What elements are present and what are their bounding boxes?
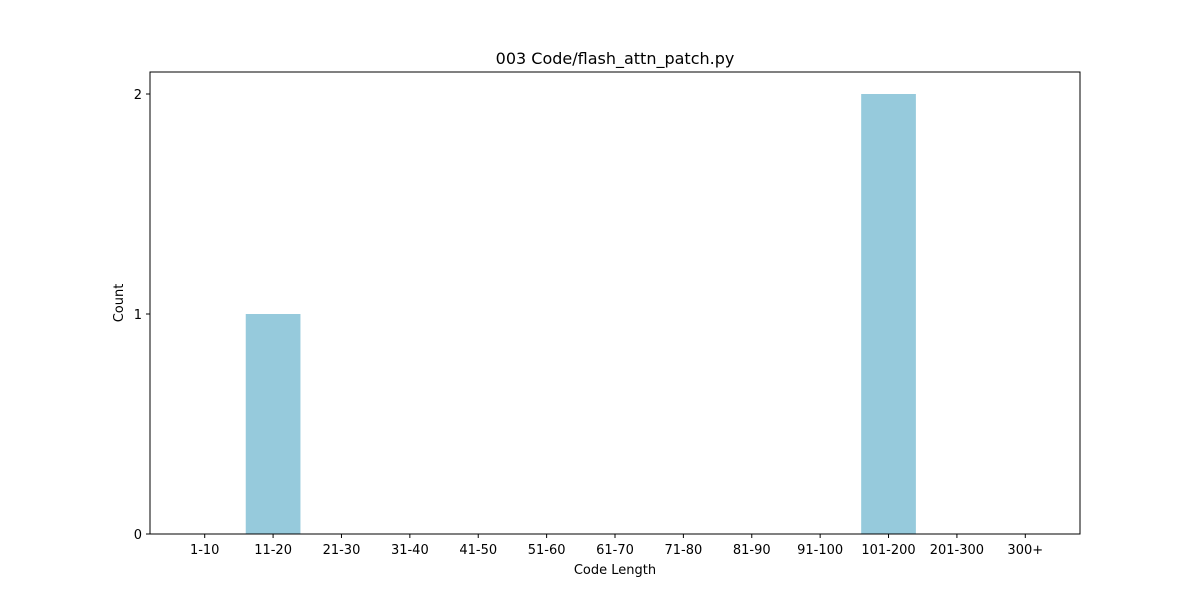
x-tick-label: 11-20 <box>254 543 292 558</box>
y-tick-label: 0 <box>134 528 142 543</box>
x-tick-label: 61-70 <box>596 543 634 558</box>
x-tick-label: 81-90 <box>733 543 771 558</box>
x-tick-label: 91-100 <box>797 543 843 558</box>
x-tick-label: 41-50 <box>459 543 497 558</box>
plot-area-frame <box>149 71 1081 535</box>
bars-layer <box>245 94 916 534</box>
bar-11-20 <box>245 314 301 534</box>
x-tick-label: 51-60 <box>528 543 566 558</box>
x-tick-label: 71-80 <box>664 543 702 558</box>
y-tick-label: 1 <box>134 308 142 323</box>
y-axis-ticks: 0 1 2 <box>134 88 150 543</box>
y-tick-label: 2 <box>134 88 142 103</box>
x-tick-label: 300+ <box>1007 543 1043 558</box>
bar-101-200 <box>861 94 916 534</box>
x-tick-label: 1-10 <box>190 543 220 558</box>
x-tick-label: 201-300 <box>930 543 984 558</box>
x-tick-label: 101-200 <box>861 543 915 558</box>
x-axis-ticks: 1-10 11-20 21-30 31-40 41-50 51-60 61-70 71-80 8… <box>190 534 1043 558</box>
x-tick-label: 31-40 <box>391 543 429 558</box>
y-axis-label: Count <box>112 284 127 323</box>
chart-title: 003 Code/flash_attn_patch.py <box>496 49 735 69</box>
x-tick-label: 21-30 <box>323 543 361 558</box>
x-axis-label: Code Length <box>574 563 656 578</box>
